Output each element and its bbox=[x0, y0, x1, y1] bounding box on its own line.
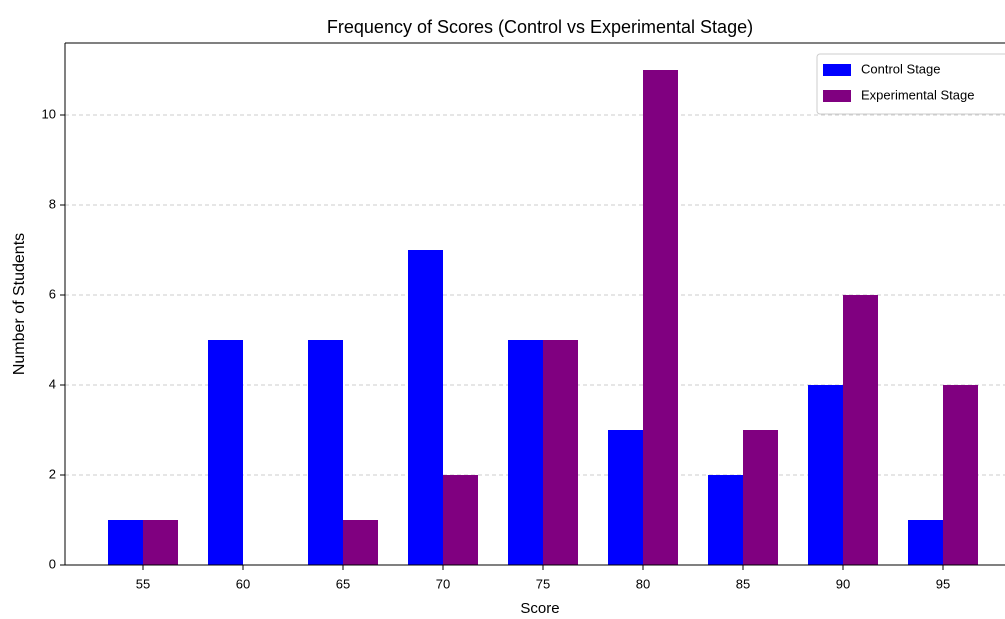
x-tick-label: 70 bbox=[436, 576, 450, 591]
bar bbox=[208, 340, 243, 565]
bar bbox=[808, 385, 843, 565]
bar bbox=[508, 340, 543, 565]
legend-label: Experimental Stage bbox=[861, 87, 974, 102]
bar bbox=[308, 340, 343, 565]
y-axis-label: Number of Students bbox=[11, 233, 28, 375]
chart-title: Frequency of Scores (Control vs Experime… bbox=[327, 17, 753, 37]
y-tick-label: 8 bbox=[49, 196, 56, 211]
bar bbox=[343, 520, 378, 565]
bar bbox=[743, 430, 778, 565]
bar bbox=[408, 250, 443, 565]
x-tick-label: 80 bbox=[636, 576, 650, 591]
x-tick-label: 75 bbox=[536, 576, 550, 591]
legend-swatch bbox=[823, 90, 851, 102]
legend: Control Stage Experimental Stage bbox=[816, 53, 1005, 115]
x-tick-label: 55 bbox=[136, 576, 150, 591]
bar bbox=[608, 430, 643, 565]
bar bbox=[108, 520, 143, 565]
x-tick-label: 95 bbox=[936, 576, 950, 591]
y-tick-label: 4 bbox=[49, 376, 56, 391]
y-tick-label: 6 bbox=[49, 286, 56, 301]
x-tick-label: 65 bbox=[336, 576, 350, 591]
bar bbox=[908, 520, 943, 565]
bar bbox=[708, 475, 743, 565]
x-tick-label: 90 bbox=[836, 576, 850, 591]
y-tick-label: 10 bbox=[42, 106, 56, 121]
bar bbox=[443, 475, 478, 565]
legend-label: Control Stage bbox=[861, 61, 941, 76]
x-axis-label: Score bbox=[520, 600, 559, 617]
bar bbox=[543, 340, 578, 565]
legend-box bbox=[816, 53, 1005, 115]
bar bbox=[943, 385, 978, 565]
bar bbox=[843, 295, 878, 565]
bar bbox=[643, 70, 678, 565]
x-tick-label: 85 bbox=[736, 576, 750, 591]
x-tick-label: 60 bbox=[236, 576, 250, 591]
y-tick-label: 2 bbox=[49, 466, 56, 481]
y-tick-label: 0 bbox=[49, 556, 56, 571]
bar bbox=[143, 520, 178, 565]
legend-swatch bbox=[823, 64, 851, 76]
